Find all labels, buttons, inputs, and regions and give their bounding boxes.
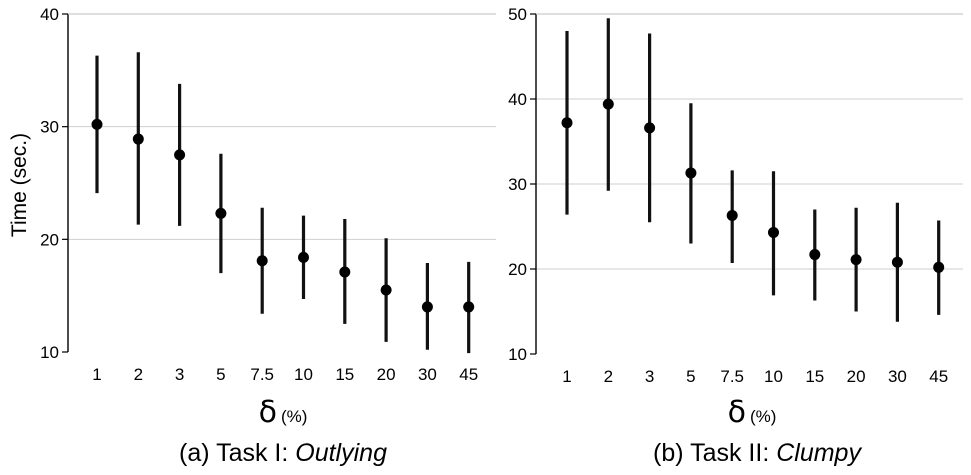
data-point <box>561 117 573 129</box>
percent-unit: (%) <box>281 407 307 426</box>
gridlines <box>68 126 496 240</box>
x-tick-label: 10 <box>764 367 783 386</box>
y-tick-label: 30 <box>40 118 59 137</box>
data-point <box>463 301 475 313</box>
y-tick-labels: 10 20 30 40 50 <box>508 5 527 364</box>
caption-prefix: (b) Task II: <box>653 439 776 467</box>
x-tick-label: 2 <box>134 365 143 384</box>
x-tick-label: 5 <box>216 365 225 384</box>
delta-symbol: δ <box>259 395 277 430</box>
x-tick-label: 30 <box>888 367 907 386</box>
x-tick-label: 5 <box>686 367 695 386</box>
error-bars <box>565 18 941 322</box>
x-tick-label: 30 <box>418 365 437 384</box>
x-tick-label: 3 <box>175 365 184 384</box>
x-axis-label: δ (%) <box>259 395 308 430</box>
x-tick-label: 15 <box>805 367 824 386</box>
y-axis-label: Time (sec.) <box>8 133 31 237</box>
data-point <box>421 301 433 313</box>
panel-caption: (a) Task I: Outlying <box>179 439 387 467</box>
y-tick-label: 50 <box>508 5 527 24</box>
x-tick-label: 1 <box>562 367 571 386</box>
x-tick-label: 7.5 <box>720 367 744 386</box>
y-tick-label: 40 <box>40 5 59 24</box>
data-point <box>380 284 392 296</box>
x-tick-label: 45 <box>459 365 478 384</box>
data-point <box>933 261 945 273</box>
data-point <box>726 209 738 221</box>
axis-frame <box>530 13 963 355</box>
x-tick-labels: 1 2 3 5 7.5 10 15 20 30 45 <box>562 367 948 386</box>
x-tick-label: 15 <box>335 365 354 384</box>
data-point <box>809 249 821 261</box>
y-tick-label: 40 <box>508 90 527 109</box>
y-tick-label: 20 <box>508 260 527 279</box>
axis-frame <box>62 13 496 353</box>
y-tick-label: 30 <box>508 175 527 194</box>
caption-emphasis: Outlying <box>295 439 387 467</box>
x-tick-labels: 1 2 3 5 7.5 10 15 20 30 45 <box>92 365 478 384</box>
caption-prefix: (a) Task I: <box>179 439 295 467</box>
data-point <box>602 98 614 110</box>
data-point <box>644 122 656 134</box>
panel-caption: (b) Task II: Clumpy <box>653 439 862 467</box>
y-tick-label: 10 <box>40 343 59 362</box>
chart-panel-a: Time (sec.) 10 20 30 40 1 2 3 5 7.5 10 15 20 30 45 δ… <box>8 5 496 467</box>
x-tick-label: 45 <box>929 367 948 386</box>
caption-emphasis: Clumpy <box>776 439 862 467</box>
x-tick-label: 1 <box>92 365 101 384</box>
x-tick-label: 20 <box>847 367 866 386</box>
data-point <box>891 256 903 268</box>
percent-unit: (%) <box>750 407 776 426</box>
error-bars <box>95 52 471 354</box>
x-tick-label: 7.5 <box>250 365 274 384</box>
data-point <box>685 167 697 179</box>
y-tick-label: 10 <box>508 345 527 364</box>
data-point <box>298 251 309 263</box>
data-point <box>174 149 186 161</box>
data-point <box>768 226 779 238</box>
data-point <box>339 266 351 278</box>
delta-symbol: δ <box>728 395 746 430</box>
data-point <box>850 254 862 266</box>
data-points <box>91 118 475 313</box>
y-tick-labels: 10 20 30 40 <box>40 5 59 362</box>
x-tick-label: 2 <box>604 367 613 386</box>
x-tick-label: 10 <box>294 365 313 384</box>
data-points <box>561 98 945 273</box>
x-axis-label: δ (%) <box>728 395 777 430</box>
chart-panel-b: 10 20 30 40 50 1 2 3 5 7.5 10 15 20 30 45 δ (%) (b) Ta… <box>508 5 963 467</box>
data-point <box>132 133 144 145</box>
x-tick-label: 3 <box>645 367 654 386</box>
x-tick-label: 20 <box>377 365 396 384</box>
data-point <box>91 118 103 130</box>
y-tick-label: 20 <box>40 230 59 249</box>
data-point <box>215 207 227 219</box>
data-point <box>256 255 268 267</box>
